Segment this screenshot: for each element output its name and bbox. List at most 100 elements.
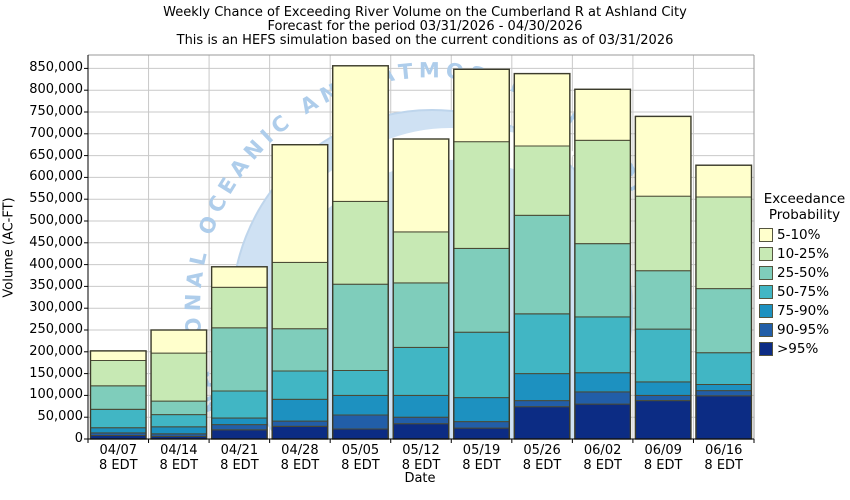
y-tick-label: 800,000 (29, 82, 83, 98)
y-tick-label: 750,000 (29, 104, 83, 119)
bar-segment-90-95% (574, 391, 631, 405)
bar-segment-10-25% (271, 261, 329, 330)
bar-segment-75-90% (453, 397, 510, 423)
x-tick-label-06/02: 06/02 8 EDT (568, 443, 638, 473)
bar-segment-50-75% (453, 331, 510, 399)
y-tick-label: 300,000 (29, 300, 83, 316)
legend-label: >95% (777, 341, 819, 357)
chart-subtitle-simulation: This is an HEFS simulation based on the … (176, 33, 674, 48)
y-tick-label: 850,000 (29, 60, 83, 76)
bar-06/09 (634, 115, 692, 440)
date-label: 05/05 (341, 443, 380, 458)
y-tick-label: 500,000 (29, 213, 83, 228)
x-tick-label-05/26: 05/26 8 EDT (507, 443, 577, 473)
chart-subtitle-period: Forecast for the period 03/31/2026 - 04/… (267, 19, 583, 34)
bar-segment-5-10% (271, 144, 329, 263)
bar-04/21 (210, 266, 268, 440)
bar-segment-50-75% (392, 346, 450, 396)
y-tick-label: 0 (74, 431, 83, 446)
bar-segment->95% (513, 406, 571, 440)
bar-segment-5-10% (90, 350, 147, 361)
bar-segment->95% (392, 423, 450, 440)
bar-segment-75-90% (271, 398, 329, 422)
bar-segment-75-90% (211, 417, 268, 426)
x-tick-label-05/05: 05/05 8 EDT (325, 443, 395, 473)
time-label: 8 EDT (341, 458, 380, 473)
bar-segment-75-90% (695, 384, 752, 392)
bar-segment-90-95% (271, 420, 329, 427)
legend-item-10-25%: 10-25% (759, 247, 850, 261)
legend-swatch-icon (759, 285, 773, 299)
bar-segment-75-90% (150, 426, 208, 435)
x-tick-label-05/19: 05/19 8 EDT (447, 443, 517, 473)
legend-swatch-icon (759, 228, 773, 242)
bar-segment-50-75% (574, 316, 631, 374)
bar-segment->95% (695, 395, 752, 440)
y-tick-label: 100,000 (29, 387, 83, 403)
bar-segment-5-10% (574, 88, 631, 141)
bar-04/07 (89, 350, 147, 440)
bar-segment-90-95% (392, 416, 450, 425)
time-label: 8 EDT (583, 458, 622, 473)
bar-segment->95% (634, 400, 692, 440)
bar-segment-10-25% (332, 200, 389, 285)
legend-label: 75-90% (777, 303, 830, 319)
legend-item-50-75%: 50-75% (759, 285, 850, 299)
time-label: 8 EDT (98, 458, 138, 473)
bar-segment-75-90% (332, 394, 389, 416)
bar-segment->95% (574, 403, 631, 440)
x-axis-label: Date (404, 471, 436, 486)
bar-segment-10-25% (150, 352, 208, 402)
bar-segment-50-75% (634, 328, 692, 383)
date-label: 04/14 (160, 443, 198, 458)
y-tick-label: 250,000 (29, 322, 83, 337)
bar-segment-90-95% (453, 421, 510, 429)
bar-05/19 (453, 68, 511, 440)
bar-segment-90-95% (513, 400, 571, 408)
bar-segment-25-50% (332, 283, 389, 372)
bar-segment-50-75% (695, 352, 752, 386)
legend-items: 5-10% 10-25% 25-50% 50-75% 75-90% 90-95% >95% (759, 228, 850, 356)
bar-segment-10-25% (695, 196, 752, 290)
bar-segment-25-50% (211, 327, 268, 392)
bar-04/14 (150, 329, 208, 440)
bar-segment-25-50% (271, 328, 329, 372)
legend-item-90-95%: 90-95% (759, 323, 850, 337)
bar-segment-25-50% (392, 282, 450, 348)
bar-05/12 (392, 138, 450, 440)
legend-swatch-icon (759, 247, 773, 261)
bar-segment-25-50% (513, 214, 571, 315)
bar-06/16 (695, 164, 753, 440)
legend: Exceedance Probability 5-10% 10-25% 25-50%… (759, 191, 850, 356)
bar-segment-75-90% (574, 372, 631, 393)
bar-segment-5-10% (392, 138, 450, 233)
y-tick-label: 450,000 (29, 234, 83, 250)
bar-04/28 (271, 143, 329, 440)
bar-segment-75-90% (513, 373, 571, 402)
legend-label: 50-75% (777, 284, 830, 300)
bar-segment-25-50% (453, 248, 510, 333)
legend-label: 25-50% (777, 265, 830, 281)
bar-segment-5-10% (695, 164, 752, 198)
legend-label: 5-10% (777, 227, 821, 243)
bar-segment-50-75% (271, 370, 329, 400)
bar-segment-5-10% (150, 329, 208, 354)
date-label: 05/12 (402, 443, 440, 458)
chart-title: Weekly Chance of Exceeding River Volume … (163, 5, 687, 20)
date-label: 06/16 (704, 443, 743, 458)
legend-item-75-90%: 75-90% (759, 304, 850, 318)
bar-segment-50-75% (332, 370, 389, 396)
bar-segment-50-75% (90, 408, 147, 429)
legend-item->95%: >95% (759, 342, 850, 356)
legend-item-5-10%: 5-10% (759, 228, 850, 242)
bar-segment-50-75% (513, 313, 571, 375)
bar-05/26 (513, 72, 571, 440)
bar-segment-10-25% (513, 145, 571, 216)
time-label: 8 EDT (159, 458, 199, 473)
bar-segment-10-25% (211, 286, 268, 329)
bar-segment->95% (211, 429, 268, 440)
legend-swatch-icon (759, 304, 773, 318)
time-label: 8 EDT (522, 458, 562, 473)
bar-segment-10-25% (574, 139, 631, 245)
bar-segment-10-25% (453, 141, 510, 249)
